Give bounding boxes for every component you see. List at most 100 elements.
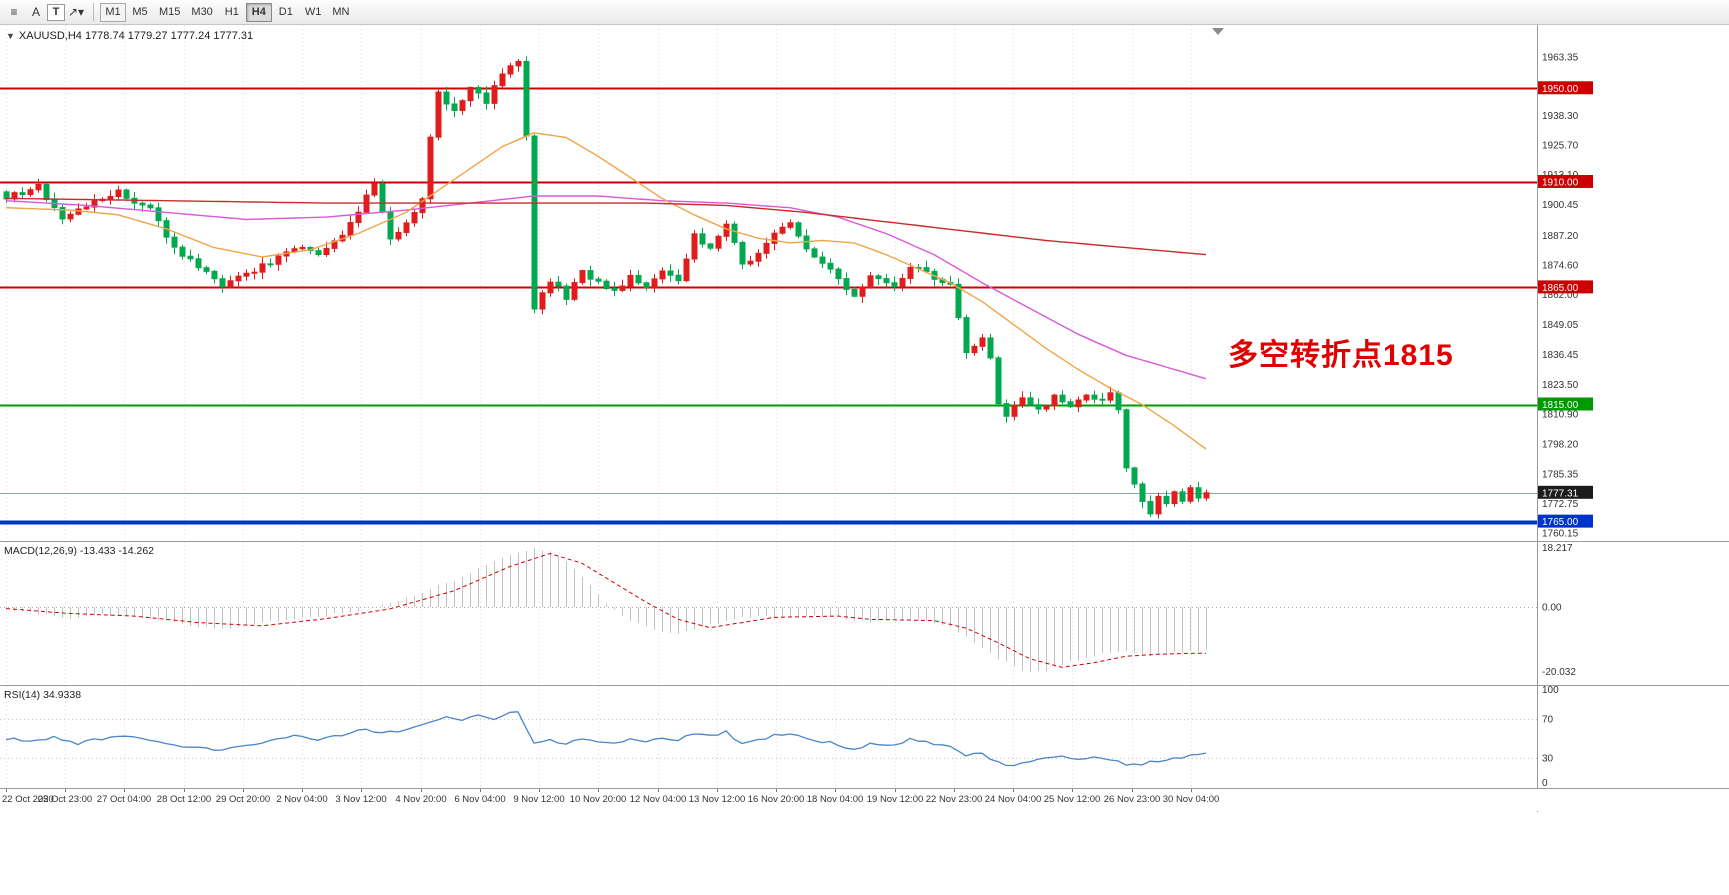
svg-text:1865.00: 1865.00 bbox=[1542, 283, 1579, 294]
time-tick bbox=[598, 789, 599, 792]
text-a-tool-icon[interactable]: A bbox=[31, 5, 40, 19]
panel-separator[interactable] bbox=[0, 541, 1729, 542]
time-label: 26 Nov 23:00 bbox=[1103, 794, 1161, 805]
one-click-toggle-icon[interactable]: ▼ bbox=[6, 31, 15, 41]
macd-panel[interactable]: MACD(12,26,9) -13.433 -14.262 18.217 0.00 -… bbox=[0, 542, 1729, 685]
time-tick bbox=[895, 789, 896, 792]
svg-text:1798.20: 1798.20 bbox=[1542, 439, 1579, 450]
svg-text:1874.60: 1874.60 bbox=[1542, 260, 1579, 271]
rsi-panel[interactable]: RSI(14) 34.9338 100 70 30 0 bbox=[0, 685, 1729, 789]
svg-text:1849.05: 1849.05 bbox=[1542, 320, 1579, 331]
timeframe-buttons: M1 M5 M15 M30 H1 H4 D1 W1 MN bbox=[100, 2, 355, 22]
svg-text:RSI(14) 34.9338: RSI(14) 34.9338 bbox=[4, 689, 81, 701]
time-label: 24 Nov 04:00 bbox=[984, 794, 1042, 805]
time-label: 25 Oct 23:00 bbox=[37, 794, 93, 805]
time-tick bbox=[421, 789, 422, 792]
timeframe-M1[interactable]: M1 bbox=[100, 2, 126, 22]
time-label: 9 Nov 12:00 bbox=[513, 794, 565, 805]
time-tick bbox=[65, 789, 66, 792]
time-tick bbox=[1132, 789, 1133, 792]
time-tick bbox=[1191, 789, 1192, 792]
time-tick bbox=[302, 789, 303, 792]
time-label: 12 Nov 04:00 bbox=[629, 794, 687, 805]
time-label: 2 Nov 04:00 bbox=[276, 794, 328, 805]
timeframe-MN[interactable]: MN bbox=[332, 6, 350, 18]
timeframe-D1[interactable]: D1 bbox=[278, 6, 293, 18]
price-axis-border[interactable] bbox=[1537, 25, 1538, 812]
svg-text:1887.20: 1887.20 bbox=[1542, 231, 1579, 242]
main-chart-panel[interactable]: 1963.351938.301925.701913.101900.451887.… bbox=[0, 25, 1729, 541]
time-label: 27 Oct 04:00 bbox=[96, 794, 152, 805]
time-tick bbox=[539, 789, 540, 792]
annotation-text[interactable]: 多空转折点1815 bbox=[1228, 339, 1454, 372]
time-label: 6 Nov 04:00 bbox=[454, 794, 506, 805]
svg-text:1765.00: 1765.00 bbox=[1542, 517, 1579, 528]
timeframe-M5[interactable]: M5 bbox=[132, 6, 148, 18]
svg-text:0: 0 bbox=[1542, 778, 1548, 789]
svg-text:0.00: 0.00 bbox=[1542, 603, 1562, 614]
time-tick bbox=[658, 789, 659, 792]
time-tick bbox=[1072, 789, 1073, 792]
time-tick bbox=[1013, 789, 1014, 792]
svg-text:30: 30 bbox=[1542, 753, 1554, 764]
time-label: 10 Nov 20:00 bbox=[569, 794, 627, 805]
toolbar-separator bbox=[93, 3, 94, 21]
time-tick bbox=[480, 789, 481, 792]
svg-text:1910.00: 1910.00 bbox=[1542, 177, 1579, 188]
svg-text:1900.45: 1900.45 bbox=[1542, 200, 1579, 211]
svg-text:1823.50: 1823.50 bbox=[1542, 380, 1579, 391]
svg-text:1772.75: 1772.75 bbox=[1542, 499, 1579, 510]
time-tick bbox=[954, 789, 955, 792]
svg-text:MACD(12,26,9) -13.433 -14.262: MACD(12,26,9) -13.433 -14.262 bbox=[4, 545, 154, 557]
time-label: 22 Oct 2020 bbox=[2, 794, 54, 805]
svg-text:1810.90: 1810.90 bbox=[1542, 410, 1579, 421]
symbol-info: ▼ XAUUSD,H4 1778.74 1779.27 1777.24 1777.… bbox=[6, 30, 253, 42]
timeframe-M15[interactable]: M15 bbox=[159, 6, 181, 18]
svg-text:-20.032: -20.032 bbox=[1542, 667, 1576, 678]
svg-text:1963.35: 1963.35 bbox=[1542, 53, 1579, 64]
time-tick bbox=[184, 789, 185, 792]
time-tick bbox=[6, 789, 7, 792]
timeframe-H1[interactable]: H1 bbox=[224, 6, 239, 18]
time-label: 22 Nov 23:00 bbox=[925, 794, 983, 805]
toolbar: ≡ A T ↗▾ M1 M5 M15 M30 H1 H4 D1 W1 MN bbox=[0, 0, 1729, 25]
svg-text:100: 100 bbox=[1542, 685, 1559, 696]
panel-separator[interactable] bbox=[0, 685, 1729, 686]
time-tick bbox=[717, 789, 718, 792]
svg-text:70: 70 bbox=[1542, 715, 1554, 726]
toolbar-tools: ≡ A T ↗▾ bbox=[3, 2, 87, 22]
time-tick bbox=[361, 789, 362, 792]
time-label: 18 Nov 04:00 bbox=[806, 794, 864, 805]
shapes-dropdown-icon[interactable]: ↗▾ bbox=[67, 5, 85, 19]
time-label: 29 Oct 20:00 bbox=[215, 794, 271, 805]
time-label: 3 Nov 12:00 bbox=[335, 794, 387, 805]
text-t-tool-icon[interactable]: T bbox=[47, 3, 65, 21]
chart-shift-marker bbox=[1212, 28, 1224, 35]
time-label: 28 Oct 12:00 bbox=[156, 794, 212, 805]
time-label: 19 Nov 12:00 bbox=[866, 794, 924, 805]
svg-text:1815.00: 1815.00 bbox=[1542, 400, 1579, 411]
time-label: 25 Nov 12:00 bbox=[1043, 794, 1101, 805]
timeframe-W1[interactable]: W1 bbox=[304, 6, 322, 18]
svg-text:1950.00: 1950.00 bbox=[1542, 84, 1579, 95]
time-tick bbox=[835, 789, 836, 792]
time-axis[interactable]: 22 Oct 2020 25 Oct 23:00 27 Oct 04:00 28 Oc… bbox=[0, 789, 1729, 811]
svg-text:1938.30: 1938.30 bbox=[1542, 111, 1579, 122]
panel-separator[interactable] bbox=[0, 788, 1729, 789]
svg-text:1777.31: 1777.31 bbox=[1542, 488, 1579, 499]
time-tick bbox=[776, 789, 777, 792]
svg-text:1760.15: 1760.15 bbox=[1542, 528, 1579, 539]
time-label: 4 Nov 20:00 bbox=[395, 794, 447, 805]
svg-text:1836.45: 1836.45 bbox=[1542, 350, 1579, 361]
svg-text:1785.35: 1785.35 bbox=[1542, 469, 1579, 480]
svg-text:1925.70: 1925.70 bbox=[1542, 141, 1579, 152]
chart-list-icon[interactable]: ≡ bbox=[10, 5, 18, 19]
time-tick bbox=[124, 789, 125, 792]
svg-text:1862.00: 1862.00 bbox=[1542, 290, 1579, 301]
timeframe-M30[interactable]: M30 bbox=[191, 6, 213, 18]
time-tick bbox=[243, 789, 244, 792]
timeframe-H4[interactable]: H4 bbox=[245, 2, 272, 22]
time-label: 16 Nov 20:00 bbox=[747, 794, 805, 805]
time-label: 13 Nov 12:00 bbox=[688, 794, 746, 805]
